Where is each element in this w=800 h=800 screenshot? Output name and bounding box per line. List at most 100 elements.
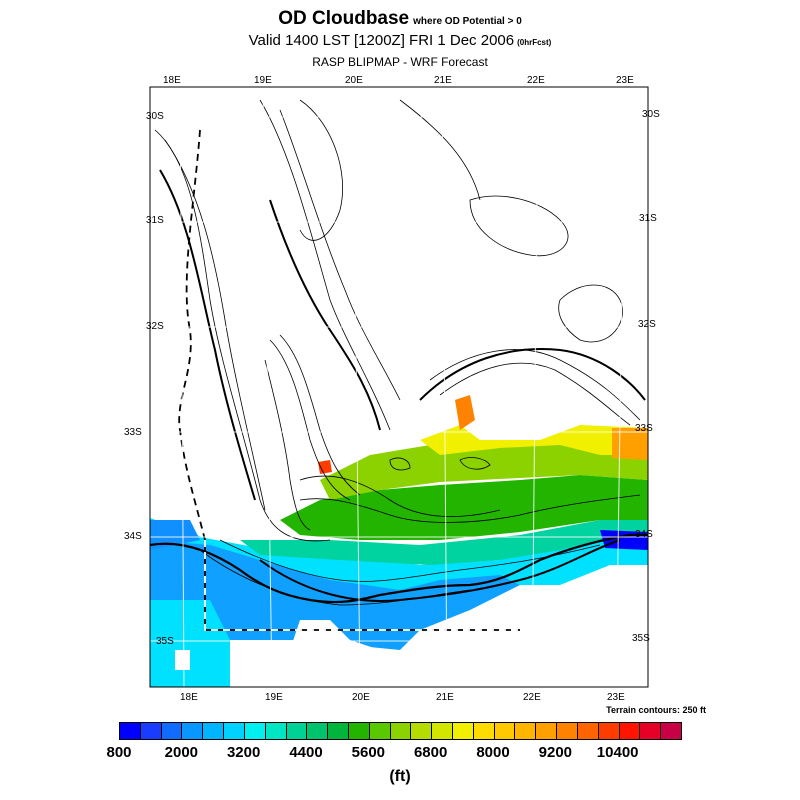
lat-label-left: 35S — [156, 636, 174, 647]
terrain-contour-13 — [459, 457, 491, 470]
colorbar-tick-label: 10400 — [596, 744, 639, 761]
colorbar-cell — [411, 723, 433, 739]
colorbar-cell — [369, 723, 391, 739]
meridian-23e — [615, 86, 626, 688]
terrain-contour-note: Terrain contours: 250 ft — [606, 705, 706, 715]
lon-label-bottom: 23E — [607, 692, 625, 703]
colorbar-cell — [432, 723, 453, 739]
colorbar-tick-label: 5600 — [351, 744, 386, 761]
lat-label-left: 31S — [146, 215, 164, 226]
lat-label-left: 32S — [146, 321, 164, 332]
terrain-contour-5 — [269, 339, 351, 501]
meridian-21e — [441, 86, 448, 688]
heavy-contour-1 — [159, 169, 256, 501]
lon-label-bottom: 22E — [523, 692, 541, 703]
lat-lon-grid — [150, 86, 648, 688]
terrain-contour-8 — [429, 349, 641, 421]
colorbar-cell — [265, 723, 287, 739]
colorbar-tick-label: 800 — [106, 744, 132, 761]
meridian-20e — [352, 86, 361, 688]
colorbar-cell — [224, 723, 245, 739]
lat-label-right: 32S — [638, 319, 656, 330]
colorbar-cell — [307, 723, 329, 739]
colorbar-cell — [161, 723, 183, 739]
lon-label-bottom: 20E — [352, 692, 370, 703]
colorbar-cell — [494, 723, 516, 739]
terrain-contours — [154, 99, 641, 606]
terrain-contour-4 — [279, 109, 401, 401]
colorbar-tick-label: 4400 — [289, 744, 323, 761]
colorbar-cell — [598, 723, 620, 739]
terrain-contour-1 — [154, 129, 331, 542]
shade-lower-west — [150, 520, 200, 550]
valid-time: Valid 1400 LST [1200Z] FRI 1 Dec 2006 (0h… — [0, 32, 800, 49]
forecast-hour: (0hrFcst) — [517, 38, 552, 47]
boundary-south — [204, 540, 520, 631]
meridian-22e — [531, 86, 539, 688]
lon-label-top: 23E — [616, 75, 634, 86]
colorbar-cell — [203, 723, 225, 739]
colorbar-cell — [182, 723, 204, 739]
colorbar-cell — [640, 723, 662, 739]
colorbar-cell — [348, 723, 370, 739]
lon-label-top: 20E — [345, 75, 363, 86]
colorbar-cell — [140, 723, 162, 739]
terrain-contour-16 — [219, 539, 601, 582]
lon-label-bottom: 21E — [436, 692, 454, 703]
colorbar-cell — [120, 723, 141, 739]
colorbar-cell — [286, 723, 308, 739]
lon-label-bottom: 18E — [180, 692, 198, 703]
heavy-contour-3 — [419, 348, 646, 401]
terrain-contour-9 — [439, 362, 631, 426]
lon-label-top: 18E — [163, 75, 181, 86]
terrain-contour-7 — [264, 359, 311, 531]
shade-peak-east — [612, 428, 648, 460]
terrain-contour-14 — [299, 475, 501, 517]
shade-peak-local — [318, 460, 332, 474]
meridian-18e — [179, 86, 185, 688]
lon-label-top: 22E — [527, 75, 545, 86]
meridian-19e — [262, 86, 273, 688]
colorbar-cell — [557, 723, 578, 739]
lat-label-right: 34S — [635, 529, 653, 540]
lon-label-top: 19E — [254, 75, 272, 86]
colorbar-cell — [661, 723, 681, 739]
colorbar-cell — [244, 723, 266, 739]
shade-peak-north — [455, 395, 475, 430]
terrain-contour-2 — [164, 139, 266, 511]
colorbar-tick-label: 8000 — [476, 744, 510, 761]
lat-label-right: 35S — [632, 633, 650, 644]
heavy-contour-4 — [259, 539, 621, 602]
colorbar-tick-label: 3200 — [226, 744, 261, 761]
terrain-contour-11 — [469, 195, 569, 257]
colorbar-cell — [536, 723, 558, 739]
colorbar-cell — [473, 723, 495, 739]
terrain-contour-18 — [299, 99, 343, 241]
title-qualifier: where OD Potential > 0 — [413, 16, 522, 27]
gap-no-data-3 — [530, 600, 648, 687]
colorbar-cell — [619, 723, 641, 739]
heavy-contours — [159, 169, 646, 602]
valid-time-text: Valid 1400 LST [1200Z] FRI 1 Dec 2006 — [248, 32, 515, 49]
terrain-contour-12 — [389, 457, 411, 471]
lat-label-right: 33S — [635, 423, 653, 434]
colorbar-cell — [390, 723, 412, 739]
colorbar-cell — [328, 723, 349, 739]
gap-no-data-1 — [290, 620, 400, 687]
shade-mid — [280, 475, 648, 540]
lat-label-left: 33S — [124, 427, 142, 438]
model-name: RASP BLIPMAP - WRF Forecast — [312, 55, 488, 69]
gap-no-data-2 — [420, 630, 480, 670]
lat-label-left: 30S — [146, 111, 164, 122]
terrain-contour-3 — [259, 99, 391, 431]
terrain-contour-10 — [558, 284, 623, 343]
plot-border — [149, 86, 649, 688]
colorbar-cell — [577, 723, 599, 739]
lon-label-top: 21E — [434, 75, 452, 86]
lon-label-bottom: 19E — [265, 692, 283, 703]
terrain-contour-19 — [399, 99, 481, 201]
shade-mid-low — [240, 520, 648, 565]
colorbar-tick-label: 9200 — [538, 744, 573, 761]
colorbar-tick-label: 6800 — [413, 744, 448, 761]
